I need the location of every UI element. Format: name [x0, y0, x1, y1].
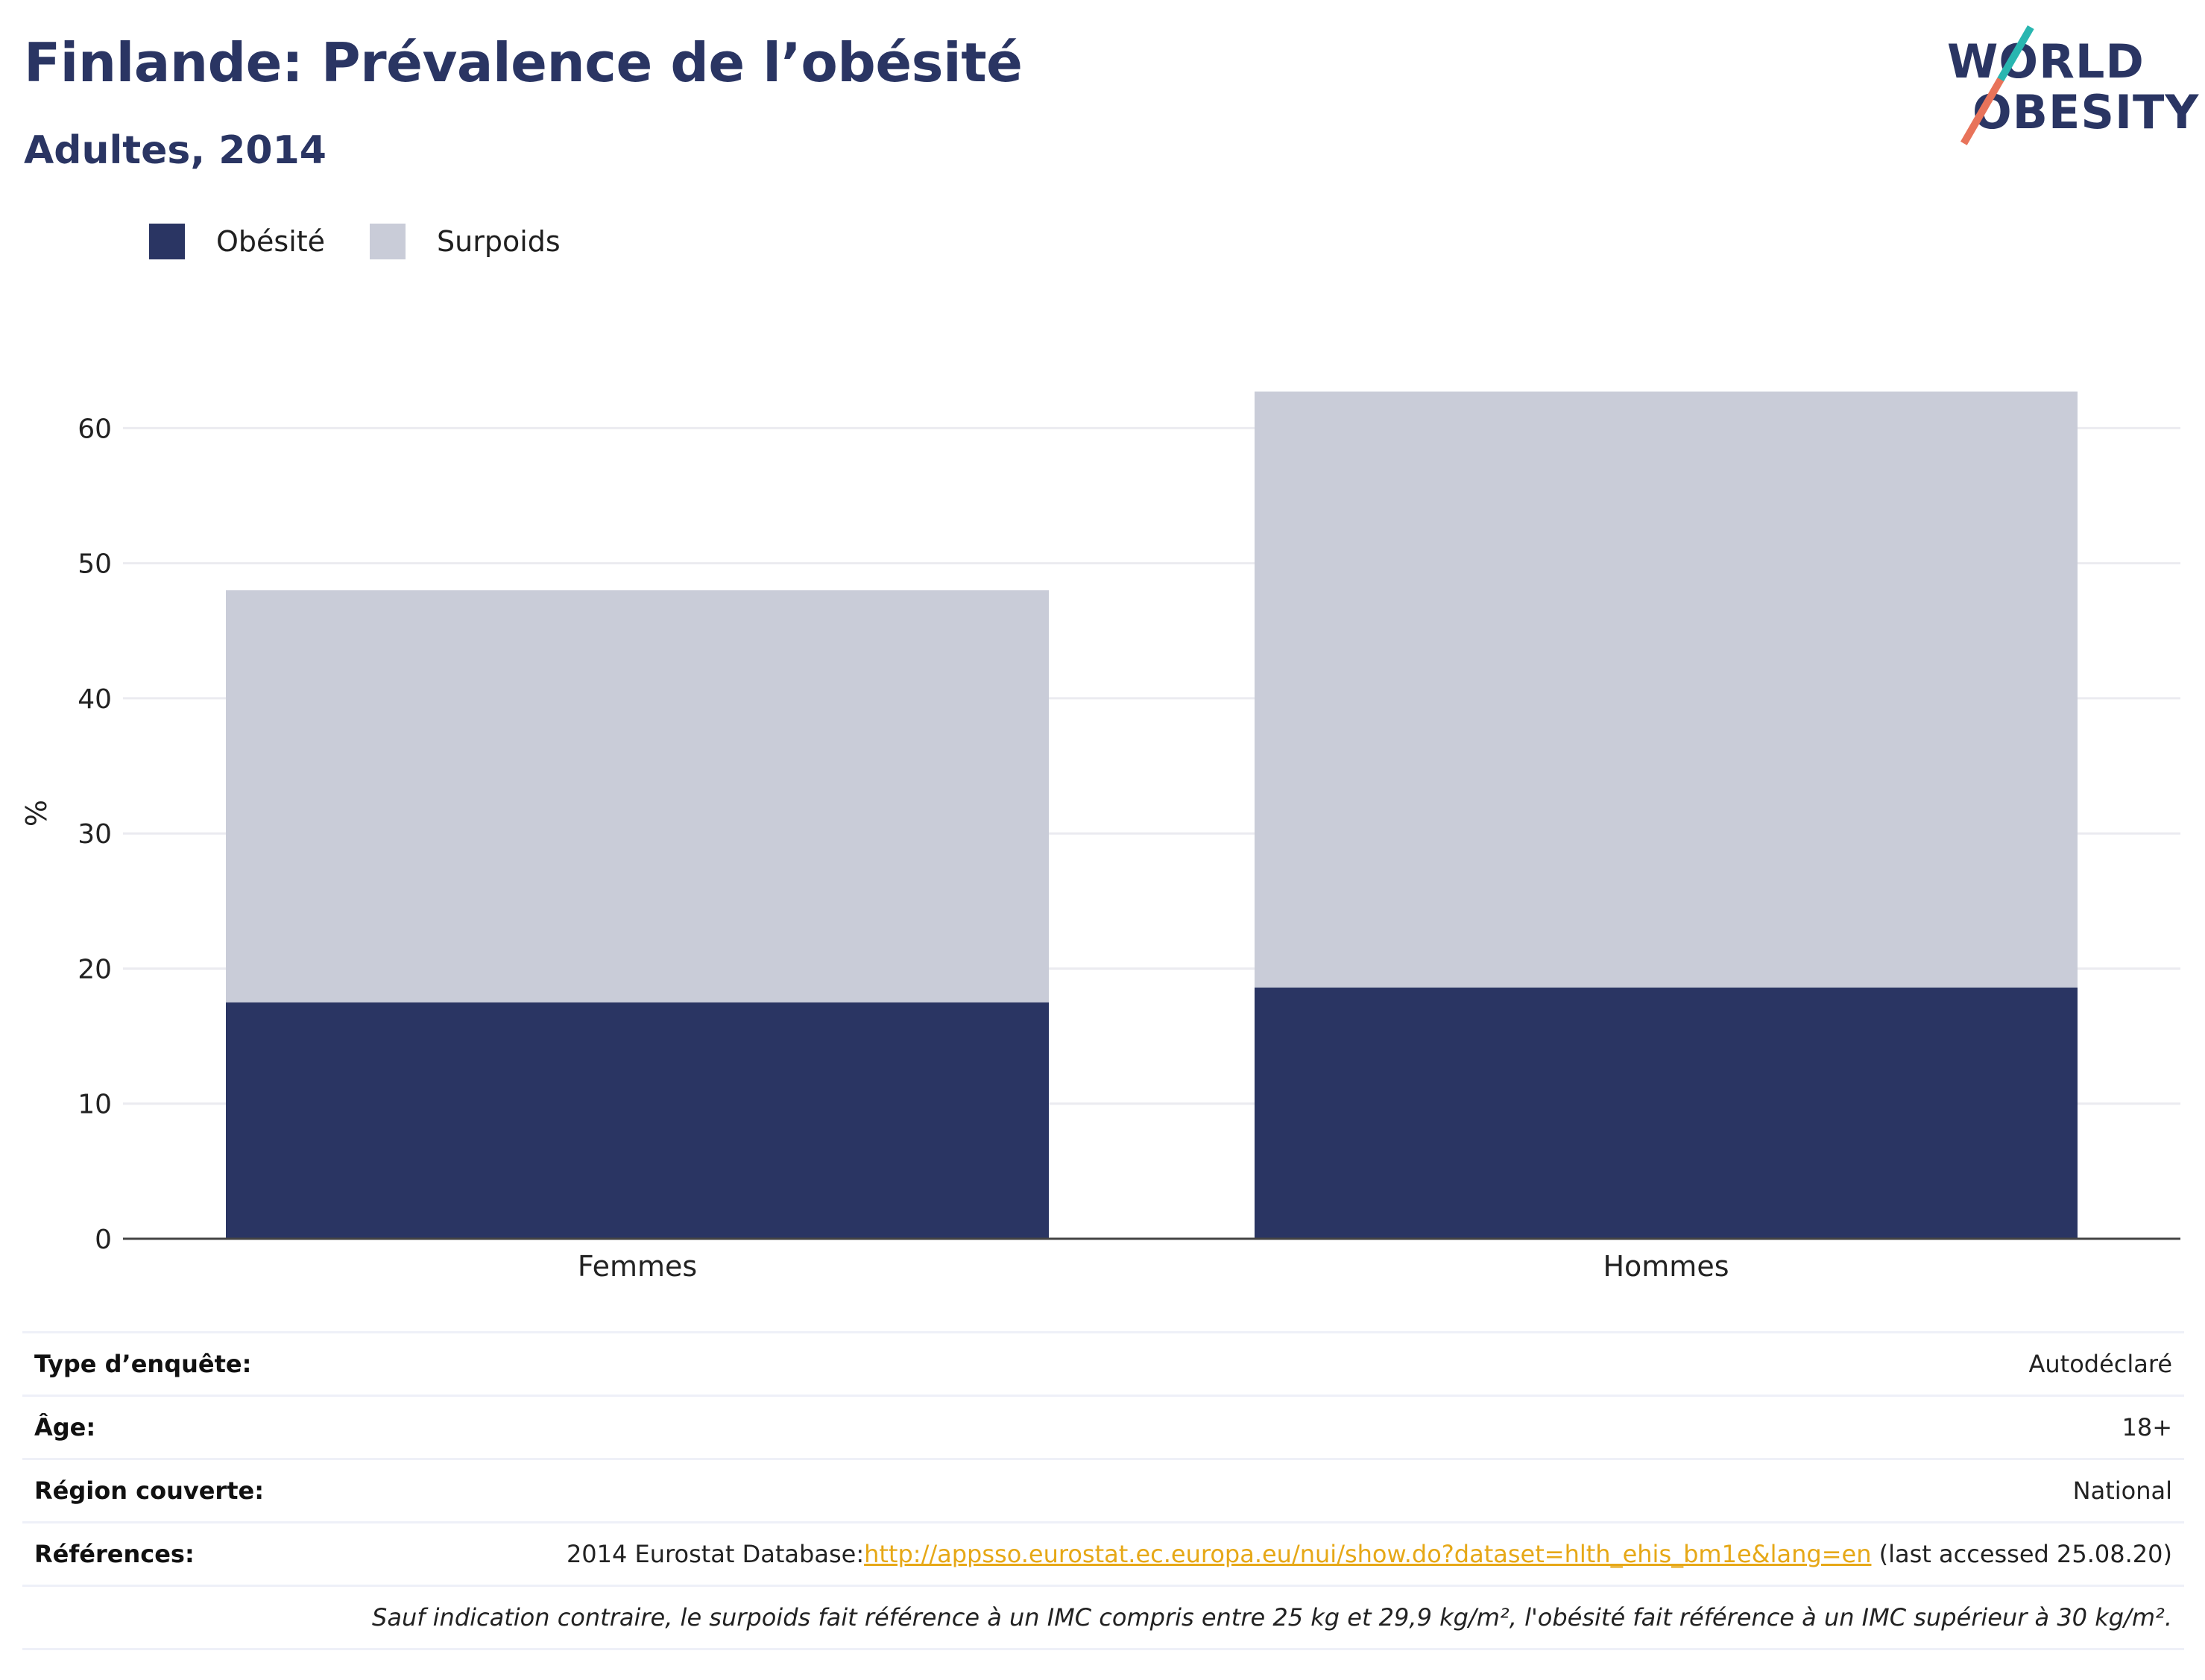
bar-surpoids-hommes [1255, 391, 2078, 988]
bar-surpoids-femmes [226, 590, 1049, 1002]
meta-row-references: Références: 2014 Eurostat Database:http:… [22, 1521, 2184, 1585]
y-tick-label: 10 [78, 1090, 112, 1120]
meta-region-label: Région couverte: [34, 1477, 264, 1505]
meta-age-value: 18+ [2122, 1413, 2172, 1441]
logo-line-1: WORLD [1947, 34, 2145, 89]
y-tick-label: 60 [78, 414, 112, 444]
meta-refs-label: Références: [34, 1540, 195, 1568]
meta-row-region: Région couverte: National [22, 1458, 2184, 1521]
logo-line-2: OBESITY [1972, 85, 2200, 139]
meta-refs-suffix: (last accessed 25.08.20) [1871, 1540, 2172, 1568]
metadata-table: Type d’enquête: Autodéclaré Âge: 18+ Rég… [22, 1331, 2184, 1650]
x-tick-label: Hommes [1603, 1250, 1729, 1283]
meta-refs-prefix: 2014 Eurostat Database: [566, 1540, 865, 1568]
y-tick-label: 50 [78, 549, 112, 580]
y-tick-label: 30 [78, 819, 112, 850]
y-tick-label: 20 [78, 954, 112, 985]
legend-label-surpoids: Surpoids [437, 225, 561, 258]
meta-row-note: Sauf indication contraire, le surpoids f… [22, 1585, 2184, 1650]
meta-refs-link[interactable]: http://appsso.eurostat.ec.europa.eu/nui/… [864, 1540, 1872, 1568]
bar-ob-sit--hommes [1255, 987, 2078, 1239]
meta-row-survey: Type d’enquête: Autodéclaré [22, 1331, 2184, 1395]
legend-label-obesite: Obésité [216, 225, 326, 258]
meta-survey-label: Type d’enquête: [34, 1350, 252, 1378]
legend-swatch-obesite [149, 224, 185, 259]
bar-ob-sit--femmes [226, 1002, 1049, 1239]
chart-subtitle: Adultes, 2014 [24, 128, 327, 173]
meta-survey-value: Autodéclaré [2028, 1350, 2172, 1378]
chart-legend: Obésité Surpoids [149, 224, 605, 259]
stacked-bar-chart: 0 10 20 30 40 50 60% Femmes Hommes [20, 391, 2180, 1283]
meta-row-age: Âge: 18+ [22, 1395, 2184, 1458]
meta-age-label: Âge: [34, 1413, 96, 1441]
meta-note: Sauf indication contraire, le surpoids f… [372, 1603, 2172, 1632]
meta-region-value: National [2072, 1477, 2172, 1505]
chart-title: Finlande: Prévalence de l’obésité [24, 31, 1023, 94]
y-tick-label: 0 [95, 1225, 112, 1255]
y-axis-label: % [20, 800, 53, 827]
legend-item-surpoids[interactable]: Surpoids [370, 224, 561, 259]
world-obesity-logo: WORLD OBESITY [1938, 22, 2198, 157]
meta-refs-value: 2014 Eurostat Database:http://appsso.eur… [567, 1540, 2172, 1568]
legend-swatch-surpoids [370, 224, 406, 259]
x-tick-label: Femmes [578, 1250, 697, 1283]
legend-item-obesite[interactable]: Obésité [149, 224, 325, 259]
y-tick-label: 40 [78, 684, 112, 715]
